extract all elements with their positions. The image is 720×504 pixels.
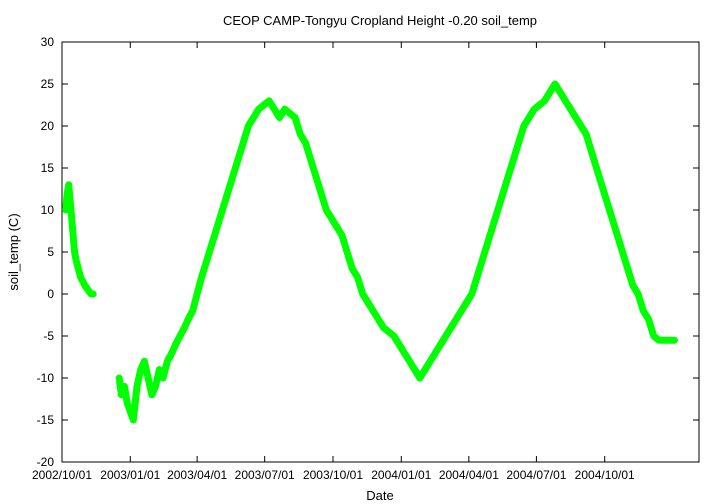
x-tick-label: 2004/01/01 <box>371 468 431 482</box>
x-tick-label: 2003/04/01 <box>167 468 227 482</box>
y-tick-label: 0 <box>47 287 54 301</box>
y-tick-label: -10 <box>37 371 55 385</box>
y-tick-label: 5 <box>47 245 54 259</box>
x-axis-label: Date <box>366 488 393 503</box>
x-axis: 2002/10/01 2003/01/01 2003/04/01 2003/07/01… <box>32 42 635 482</box>
y-tick-label: 30 <box>41 35 55 49</box>
y-tick-label: -15 <box>37 413 55 427</box>
x-tick-label: 2003/07/01 <box>235 468 295 482</box>
y-tick-label: 10 <box>41 203 55 217</box>
y-tick-label: -20 <box>37 455 55 469</box>
y-axis-label: soil_temp (C) <box>6 213 21 290</box>
y-axis: -20 -15 -10 -5 0 5 10 15 20 25 30 <box>37 35 699 469</box>
x-tick-label: 2003/01/01 <box>100 468 160 482</box>
plot-frame <box>61 41 700 463</box>
x-tick-label: 2004/10/01 <box>575 468 635 482</box>
soil-temp-series-line-2 <box>115 80 678 424</box>
y-tick-label: -5 <box>43 329 54 343</box>
y-tick-label: 25 <box>41 77 55 91</box>
x-tick-label: 2003/10/01 <box>303 468 363 482</box>
data-series-layer <box>62 80 678 424</box>
soil-temp-series-line-1 <box>62 181 97 298</box>
y-tick-label: 20 <box>41 119 55 133</box>
x-tick-label: 2004/07/01 <box>506 468 566 482</box>
y-tick-label: 15 <box>41 161 55 175</box>
x-tick-label: 2004/04/01 <box>439 468 499 482</box>
x-tick-label: 2002/10/01 <box>32 468 92 482</box>
chart-title: CEOP CAMP-Tongyu Cropland Height -0.20 s… <box>223 13 537 28</box>
